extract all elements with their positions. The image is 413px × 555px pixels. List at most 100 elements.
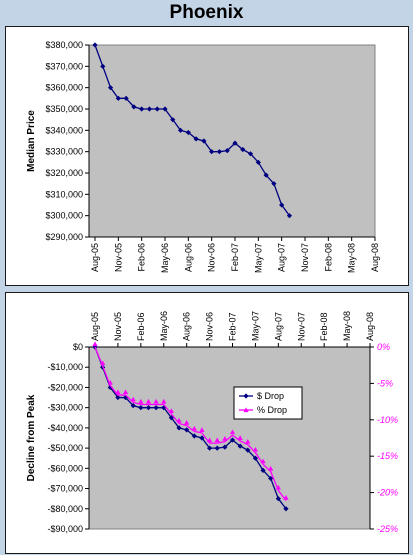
x-tick-label: Aug-07 <box>273 312 283 341</box>
plot-area <box>88 44 376 238</box>
data-point <box>107 85 114 91</box>
y-tick-label: $350,000 <box>45 104 83 114</box>
percent-drop-point <box>168 408 174 414</box>
x-tick-label: May-08 <box>342 311 352 341</box>
x-tick-label: Aug-07 <box>277 243 287 272</box>
data-point <box>286 213 293 219</box>
percent-drop-point <box>222 436 228 441</box>
y-tick-label: $380,000 <box>45 40 83 50</box>
x-tick-label: Feb-08 <box>319 312 329 341</box>
x-tick-label: Aug-08 <box>370 243 380 272</box>
data-point <box>216 149 223 155</box>
data-point <box>201 138 207 144</box>
page-title: Phoenix <box>169 2 244 23</box>
x-tick-label: Feb-07 <box>228 312 238 341</box>
x-tick-label: Feb-06 <box>136 312 146 341</box>
x-tick-label: Aug-05 <box>90 243 100 272</box>
x-tick-label: Nov-07 <box>300 243 310 272</box>
x-tick-label: May-06 <box>160 243 170 273</box>
percent-drop-point <box>206 437 213 443</box>
legend-marker-percent <box>243 407 249 413</box>
y-tick-label: $310,000 <box>45 189 83 199</box>
y-tick-label-left: -$80,000 <box>47 504 83 514</box>
data-point <box>115 95 121 101</box>
legend-box <box>233 386 303 420</box>
y-tick-label: $340,000 <box>45 125 83 135</box>
percent-drop-point <box>268 465 274 471</box>
x-tick-label: Feb-07 <box>230 243 240 272</box>
x-tick-label: Aug-05 <box>90 312 100 341</box>
y-tick-label-left: -$20,000 <box>47 382 83 392</box>
dollar-drop-point <box>199 435 205 441</box>
data-point <box>139 106 145 112</box>
series-line <box>94 44 290 217</box>
data-point <box>240 146 246 153</box>
decline-from-peak-chart: $0 -$10,000 -$20,000 -$30,000 -$40,000 -$50,0… <box>26 311 398 534</box>
x-tick-label: Aug-06 <box>183 243 193 272</box>
data-point <box>193 136 199 142</box>
x-tick-label: May-07 <box>253 243 263 273</box>
percent-drop-point <box>260 458 266 464</box>
y-tick-label-right: -15% <box>377 451 398 461</box>
y-tick-label: $320,000 <box>45 168 83 178</box>
decline-chart-panel: $0 -$10,000 -$20,000 -$30,000 -$40,000 -$50,0… <box>5 292 409 554</box>
dollar-drop-point <box>229 437 236 443</box>
y-tick-label-left: -$30,000 <box>47 403 83 413</box>
y-tick-label-left: -$70,000 <box>47 484 83 494</box>
x-tick-label: Feb-08 <box>323 243 333 272</box>
data-point <box>170 117 176 123</box>
legend-label-percent: % Drop <box>257 405 287 415</box>
x-tick-label: Nov-06 <box>207 243 217 272</box>
x-tick-label: May-06 <box>159 311 169 341</box>
percent-drop-point <box>161 398 167 404</box>
x-tick-label: May-07 <box>250 311 260 341</box>
y-tick-label: $360,000 <box>45 83 83 93</box>
percent-drop-point <box>184 420 190 425</box>
dollar-drop-point <box>252 455 259 461</box>
data-point <box>271 181 277 187</box>
percent-drop-point <box>245 438 251 444</box>
dollar-drop-point <box>283 506 289 512</box>
percent-drop-point <box>115 389 121 395</box>
data-point <box>263 172 269 178</box>
x-tick-label: Aug-08 <box>365 312 375 341</box>
data-point <box>123 95 129 101</box>
y-tick-label-right: 0% <box>377 342 390 352</box>
percent-drop-point <box>100 360 106 366</box>
data-point <box>224 148 230 154</box>
y-axis-label: Median Price <box>26 110 37 172</box>
dollar-drop-point <box>268 475 274 482</box>
legend-label-dollar: $ Drop <box>257 391 284 401</box>
data-point <box>92 42 98 48</box>
dollar-drop-line <box>94 346 287 510</box>
percent-drop-point <box>214 437 220 443</box>
percent-drop-point <box>199 427 205 432</box>
data-point <box>247 151 254 157</box>
percent-drop-point <box>138 398 144 404</box>
y-tick-label-left: -$90,000 <box>47 524 83 534</box>
percent-drop-point <box>130 396 136 402</box>
legend-marker-dollar <box>243 393 249 399</box>
y-tick-label-left: -$60,000 <box>47 463 83 473</box>
data-point <box>146 106 153 112</box>
data-point <box>154 106 160 112</box>
data-point <box>279 202 285 208</box>
percent-drop-point <box>229 429 236 435</box>
percent-drop-point <box>176 417 182 423</box>
y-tick-label-left: -$50,000 <box>47 443 83 453</box>
legend: $ Drop % Drop <box>233 386 303 420</box>
x-tick-label: Feb-06 <box>137 243 147 272</box>
x-tick-label: Nov-05 <box>113 243 123 272</box>
data-point <box>162 106 168 112</box>
y-tick-label-left: $0 <box>73 342 83 352</box>
x-tick-label: Nov-07 <box>296 312 306 341</box>
percent-drop-point <box>145 398 152 404</box>
percent-drop-point <box>237 435 243 440</box>
percent-drop-point <box>122 389 129 395</box>
percent-drop-point <box>252 446 259 452</box>
x-tick-label: Nov-05 <box>113 312 123 341</box>
median-price-chart-panel: $380,000 $370,000 $360,000 $350,000 $340,000… <box>5 26 409 286</box>
y-tick-label: $290,000 <box>45 232 83 242</box>
x-tick-label: Nov-06 <box>205 312 215 341</box>
y-tick-label-left: -$40,000 <box>47 423 83 433</box>
